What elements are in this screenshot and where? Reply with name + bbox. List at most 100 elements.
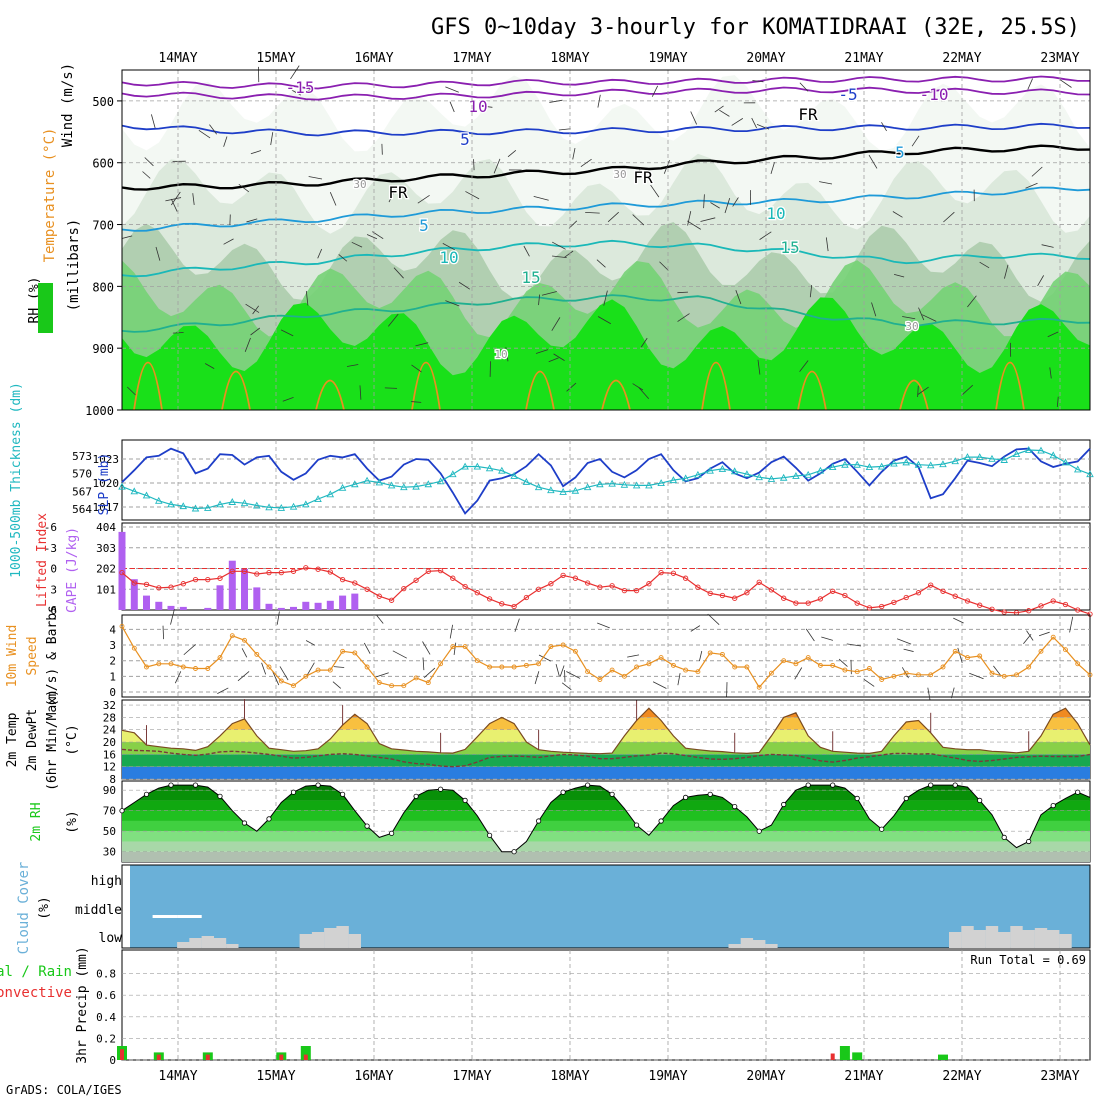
rh-shade-band xyxy=(122,297,1090,410)
pressure-tick-label: 800 xyxy=(92,280,114,294)
precip-tick-label: 0 xyxy=(109,1054,116,1067)
date-label-top: 17MAY xyxy=(452,51,491,66)
wind-speed-point xyxy=(376,680,382,686)
low-cloud-bar xyxy=(765,944,778,948)
wind-speed-point xyxy=(266,664,272,670)
lifted-index-point xyxy=(1026,608,1032,614)
thickness-point xyxy=(657,479,665,487)
ylabel-precip: 3hr Precip (mm) xyxy=(75,946,90,1063)
lifted-index-point xyxy=(695,584,701,590)
pressure-tick-label: 700 xyxy=(92,219,114,233)
warm-contour xyxy=(701,361,731,411)
wind-speed-point xyxy=(340,648,346,654)
low-cloud-bar xyxy=(985,926,999,948)
thickness-point xyxy=(816,466,825,474)
thickness-point xyxy=(191,504,200,512)
cape-bar xyxy=(204,607,212,610)
lifted-index-point xyxy=(1075,607,1081,613)
dewpoint-series-line xyxy=(121,748,1091,768)
contour-label: 30 xyxy=(905,320,918,333)
thickness-point xyxy=(1086,470,1094,478)
wind-barbs-10m xyxy=(162,609,1074,700)
wind-speed-point xyxy=(866,666,872,671)
wind-speed-point xyxy=(928,672,934,678)
rh-point xyxy=(290,789,297,795)
wind-speed-point xyxy=(450,644,456,650)
contour-label: 10 xyxy=(494,348,507,361)
lifted-index-point xyxy=(609,583,615,589)
wind-speed-point xyxy=(1050,634,1056,640)
rh-point xyxy=(633,822,640,828)
precip-convective-bar xyxy=(205,1054,210,1060)
lifted-index-point xyxy=(633,587,640,594)
low-cloud-bar xyxy=(1022,930,1035,948)
lifted-index-point xyxy=(830,588,836,594)
lifted-index-point xyxy=(658,569,664,576)
thickness-point xyxy=(645,481,653,489)
lifted-index-point xyxy=(499,601,505,607)
lifted-index-point xyxy=(670,570,677,576)
lifted-index-point xyxy=(584,580,591,586)
rh-point xyxy=(658,818,664,824)
rh-point xyxy=(879,826,885,832)
thickness-point xyxy=(632,481,641,489)
low-cloud-bar xyxy=(973,930,986,948)
thickness-point xyxy=(547,486,555,494)
date-label-top: 21MAY xyxy=(844,51,883,66)
thickness-point xyxy=(926,461,935,469)
lifted-index-point xyxy=(719,592,726,599)
precip-total-bar xyxy=(852,1052,863,1060)
low-cloud-bar xyxy=(189,938,202,948)
wind-speed-point xyxy=(156,661,162,667)
wind-tick-label: 2 xyxy=(109,655,116,668)
thickness-point xyxy=(779,473,788,481)
ylabel-wind10: 10m Wind xyxy=(5,625,20,688)
thickness-point xyxy=(326,490,335,498)
wind-speed-point xyxy=(572,648,578,654)
isotherm--15 xyxy=(121,75,1090,90)
lifted-index-point xyxy=(805,600,811,606)
date-label-top: 14MAY xyxy=(158,51,197,66)
date-label-bottom: 14MAY xyxy=(158,1069,197,1084)
warm-contour xyxy=(899,379,929,411)
wind-speed-point xyxy=(217,655,223,661)
ylabel-slp: SLP (mb) xyxy=(97,453,112,516)
lifted-tick-label: -3 xyxy=(44,542,57,555)
lifted-index-point xyxy=(964,598,971,604)
rh-point xyxy=(388,830,395,836)
middle-cloud-bar xyxy=(177,915,190,918)
cape-bar xyxy=(216,585,224,610)
wind-speed-point xyxy=(536,661,542,667)
wind-tick-label: 4 xyxy=(109,623,116,636)
thickness-point xyxy=(890,459,898,467)
thickness-point xyxy=(265,503,273,511)
lifted-index-point xyxy=(511,603,517,610)
thickness-point xyxy=(400,483,408,491)
thickness-point xyxy=(1000,456,1008,463)
lifted-index-point xyxy=(462,583,468,590)
wind-speed-point xyxy=(278,678,284,684)
thickness-point xyxy=(743,470,751,478)
wind-speed-point xyxy=(327,667,333,673)
cape-bar xyxy=(155,601,163,610)
wind-speed-point xyxy=(511,664,517,670)
rh-point xyxy=(1075,789,1081,795)
slp-tick-label: 1023 xyxy=(93,453,120,466)
cape-bar xyxy=(118,531,126,610)
lifted-index-point xyxy=(903,594,909,601)
isotherm-5 xyxy=(121,186,1091,232)
thickness-point xyxy=(375,478,384,486)
thickness-point xyxy=(559,487,567,495)
lifted-index-point xyxy=(1038,603,1044,609)
wind-speed-point xyxy=(401,683,407,689)
lifted-index-point xyxy=(891,599,897,606)
wind-speed-point xyxy=(413,675,419,681)
thickness-point xyxy=(289,502,298,510)
date-label-bottom: 17MAY xyxy=(452,1069,491,1084)
wind-tick-label: 1 xyxy=(109,670,116,683)
wind-speed-point xyxy=(119,623,125,629)
rh-point xyxy=(707,791,713,797)
wind-speed-point xyxy=(389,683,395,689)
lifted-tick-label: 0 xyxy=(50,563,57,576)
thickness-point xyxy=(510,472,518,479)
